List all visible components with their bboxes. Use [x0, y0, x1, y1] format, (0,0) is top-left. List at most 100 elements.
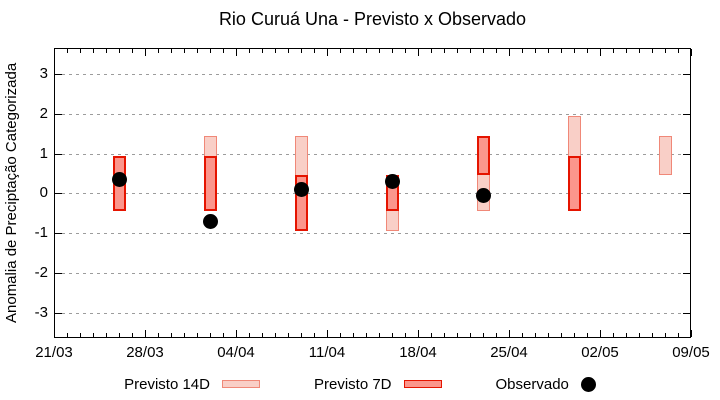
x-tick-major — [509, 330, 510, 337]
legend-swatch-previsto-14d-icon — [221, 380, 260, 388]
x-tick-minor — [379, 49, 380, 53]
x-tick-minor — [535, 333, 536, 337]
forecast-box-7d — [203, 155, 217, 212]
x-tick-minor — [340, 49, 341, 53]
x-tick-major — [418, 49, 419, 56]
y-tick-right — [683, 312, 690, 314]
x-tick-minor — [106, 333, 107, 337]
legend-item-previsto-14d: Previsto 14D — [124, 376, 260, 393]
x-tick-major — [236, 49, 237, 56]
y-tick-label: 3 — [39, 64, 48, 82]
x-tick-label: 09/05 — [672, 344, 710, 361]
x-tick-minor — [249, 333, 250, 337]
x-tick-minor — [535, 49, 536, 53]
x-tick-minor — [665, 333, 666, 337]
x-tick-minor — [678, 49, 679, 53]
x-tick-major — [509, 49, 510, 56]
x-tick-minor — [132, 333, 133, 337]
gridline-y-3 — [55, 73, 690, 75]
x-tick-minor — [340, 333, 341, 337]
x-tick-minor — [197, 49, 198, 53]
x-tick-minor — [444, 333, 445, 337]
x-tick-minor — [496, 333, 497, 337]
x-tick-minor — [639, 333, 640, 337]
x-tick-minor — [431, 49, 432, 53]
plot-frame — [54, 48, 691, 338]
observed-dot — [293, 181, 309, 197]
observed-dot — [384, 173, 400, 189]
y-tick-right — [683, 233, 690, 235]
x-tick-major — [145, 49, 146, 56]
x-tick-minor — [93, 333, 94, 337]
gridline-y-1 — [55, 153, 690, 155]
x-tick-minor — [665, 49, 666, 53]
x-tick-minor — [574, 333, 575, 337]
x-tick-label: 28/03 — [126, 344, 164, 361]
x-tick-minor — [639, 49, 640, 53]
x-tick-minor — [457, 49, 458, 53]
x-tick-minor — [444, 49, 445, 53]
x-tick-minor — [353, 333, 354, 337]
x-tick-minor — [652, 333, 653, 337]
gridline-y--3 — [55, 312, 690, 314]
forecast-box-7d — [476, 135, 490, 176]
x-tick-minor — [275, 49, 276, 53]
gridline-y--2 — [55, 273, 690, 275]
x-tick-major — [418, 330, 419, 337]
y-tick-left — [55, 73, 62, 75]
x-tick-minor — [210, 49, 211, 53]
x-tick-major — [54, 330, 55, 337]
x-tick-minor — [249, 49, 250, 53]
y-tick-label: -2 — [34, 264, 48, 282]
x-tick-minor — [262, 49, 263, 53]
gridline-y--1 — [55, 233, 690, 235]
legend-label-previsto-14d: Previsto 14D — [124, 375, 210, 393]
x-tick-minor — [314, 333, 315, 337]
x-tick-minor — [132, 49, 133, 53]
observed-dot — [202, 213, 218, 229]
x-tick-minor — [301, 49, 302, 53]
x-tick-major — [327, 49, 328, 56]
x-tick-minor — [353, 49, 354, 53]
x-tick-minor — [366, 333, 367, 337]
x-tick-minor — [587, 333, 588, 337]
x-tick-minor — [366, 49, 367, 53]
y-tick-label: -3 — [34, 303, 48, 321]
x-tick-minor — [314, 49, 315, 53]
x-tick-minor — [171, 49, 172, 53]
legend-swatch-previsto-7d-icon — [403, 380, 442, 388]
y-tick-label: -1 — [34, 224, 48, 242]
legend-item-observado: Observado — [496, 376, 596, 393]
y-tick-right — [683, 193, 690, 195]
x-tick-major — [236, 330, 237, 337]
x-tick-minor — [431, 333, 432, 337]
x-tick-minor — [210, 333, 211, 337]
x-tick-minor — [119, 49, 120, 53]
x-tick-minor — [613, 333, 614, 337]
y-tick-label: 0 — [39, 184, 48, 202]
y-tick-right — [683, 273, 690, 275]
x-tick-minor — [522, 49, 523, 53]
x-tick-minor — [574, 49, 575, 53]
x-tick-minor — [496, 49, 497, 53]
x-tick-minor — [548, 49, 549, 53]
x-tick-label: 02/05 — [581, 344, 619, 361]
x-tick-minor — [548, 333, 549, 337]
x-tick-minor — [379, 333, 380, 337]
x-tick-major — [327, 330, 328, 337]
forecast-box-7d — [567, 155, 581, 212]
y-tick-left — [55, 153, 62, 155]
x-tick-label: 21/03 — [35, 344, 73, 361]
observed-dot — [475, 187, 491, 203]
x-tick-minor — [67, 49, 68, 53]
x-tick-minor — [470, 333, 471, 337]
x-tick-minor — [652, 49, 653, 53]
x-tick-minor — [288, 333, 289, 337]
x-tick-minor — [483, 49, 484, 53]
x-tick-minor — [626, 333, 627, 337]
y-tick-left — [55, 193, 62, 195]
x-tick-minor — [561, 49, 562, 53]
y-tick-left — [55, 312, 62, 314]
x-tick-label: 11/04 — [308, 344, 346, 361]
